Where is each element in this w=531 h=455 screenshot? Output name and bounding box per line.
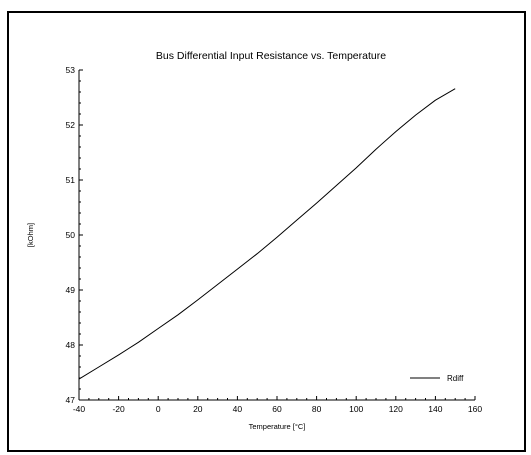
x-tick-label: 120 [389, 404, 403, 414]
legend-label-rdiff: Rdiff [447, 374, 464, 383]
legend: Rdiff [410, 374, 464, 383]
x-tick-label: 160 [468, 404, 482, 414]
plot-area: 47 48 49 50 51 52 53 -40 -20 0 20 40 60 80 100 120 140 1… [66, 65, 483, 414]
y-tick-label: 50 [66, 230, 76, 240]
x-tick-label: 140 [428, 404, 442, 414]
chart-title: Bus Differential Input Resistance vs. Te… [156, 50, 386, 62]
x-axis-ticks: -40 -20 0 20 40 60 80 100 120 140 160 [73, 396, 482, 414]
x-tick-label: 60 [272, 404, 282, 414]
y-tick-label: 53 [66, 65, 76, 75]
x-tick-label: 0 [156, 404, 161, 414]
x-tick-label: 80 [312, 404, 322, 414]
x-tick-label: -20 [112, 404, 125, 414]
y-tick-label: 52 [66, 120, 76, 130]
plot-background [79, 70, 475, 400]
x-tick-label: 100 [349, 404, 363, 414]
y-tick-label: 51 [66, 175, 76, 185]
x-axis-label: Temperature [°C] [249, 422, 306, 431]
x-tick-label: -40 [73, 404, 86, 414]
series-line-rdiff [78, 88, 456, 380]
y-tick-label: 49 [66, 285, 76, 295]
chart-frame: Bus Differential Input Resistance vs. Te… [7, 11, 526, 452]
y-axis-label: [kOhm] [26, 223, 35, 247]
y-tick-label: 47 [66, 395, 76, 405]
line-chart: Bus Differential Input Resistance vs. Te… [26, 50, 483, 431]
y-tick-label: 48 [66, 340, 76, 350]
x-tick-label: 40 [233, 404, 243, 414]
series-layer [78, 88, 456, 380]
x-tick-label: 20 [193, 404, 203, 414]
